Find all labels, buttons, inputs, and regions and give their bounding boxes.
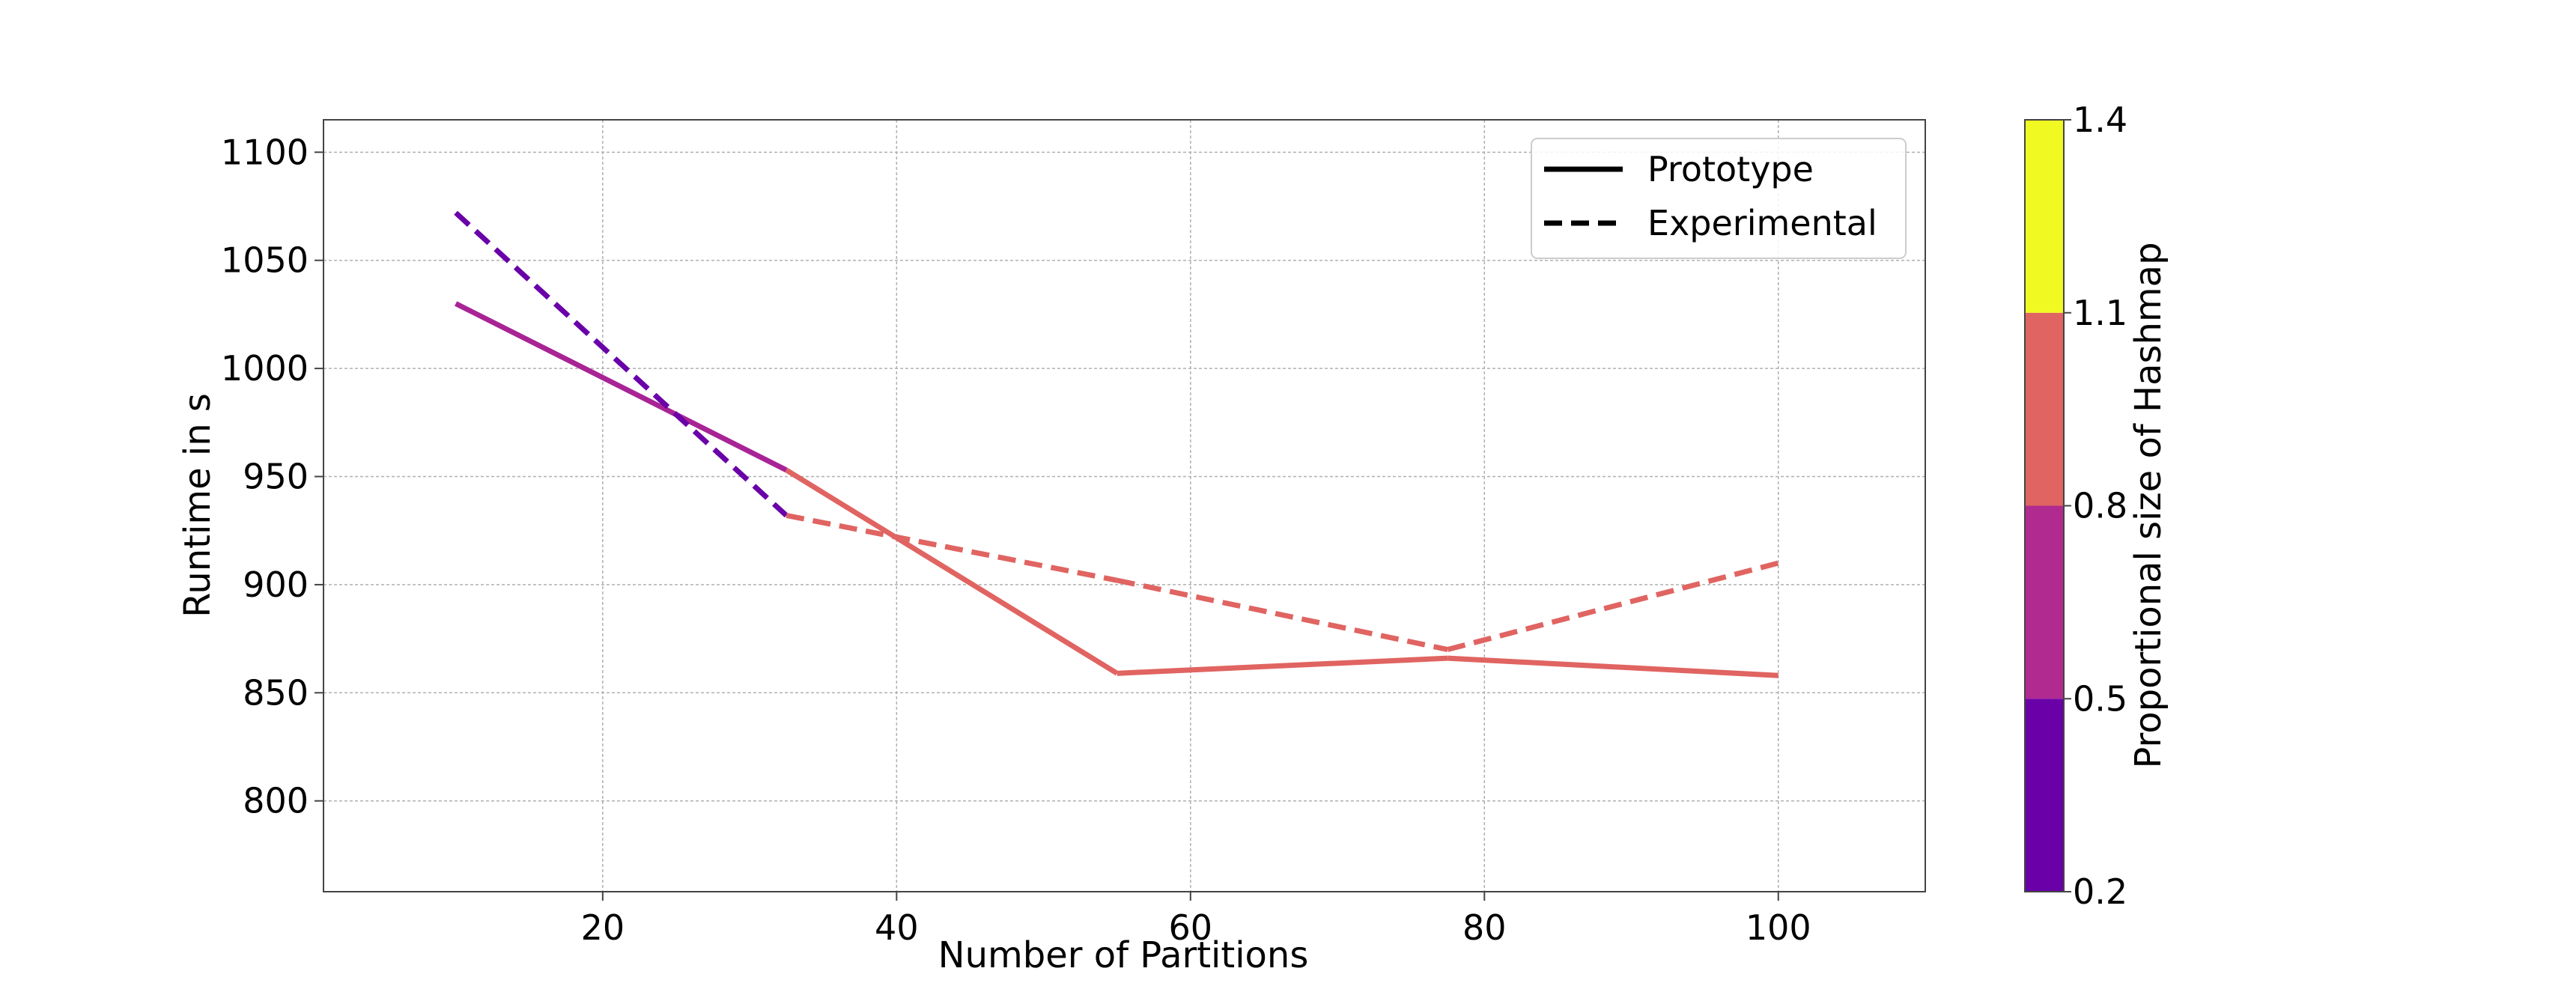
colorbar-tick-label: 0.2 [2073,871,2127,912]
series-layer [454,210,1779,678]
legend: Prototype Experimental [1531,138,1907,259]
colorbar-tick-label: 1.1 [2073,293,2127,333]
series-experimental [454,210,1779,652]
x-tick-label: 100 [1746,907,1811,948]
y-tick-label: 1100 [221,132,309,172]
colorbar-band [2025,120,2064,313]
plot-frame [323,119,1926,892]
x-tick-label: 40 [875,907,919,948]
colorbar-bands [2025,120,2064,892]
colorbar-tick-label: 1.4 [2073,100,2127,140]
y-axis-label: Runtime in s [177,393,219,618]
series-prototype [455,301,1778,678]
prototype-line-segment [1448,655,1778,678]
ticks-layer: 20 40 60 80 100 800 850 900 950 1000 1050 1100 [221,132,1811,948]
x-tick-label: 80 [1462,907,1507,948]
x-tick-label: 60 [1169,907,1213,948]
y-tick-label: 800 [243,781,309,821]
prototype-line-segment [1117,655,1448,676]
colorbar: 0.2 0.5 0.8 1.1 1.4 Proportional size of Has… [2024,100,2169,912]
colorbar-band [2025,699,2064,892]
x-tick-label: 20 [581,907,625,948]
experimental-line-segment [1447,560,1779,652]
colorbar-label: Proportional size of Hashmap [2127,242,2169,768]
colorbar-ticks: 0.2 0.5 0.8 1.1 1.4 [2064,100,2127,912]
experimental-line-segment [1116,577,1448,652]
prototype-line-segment [455,301,788,472]
colorbar-band [2025,312,2064,506]
colorbar-tick-label: 0.8 [2073,486,2127,526]
y-tick-label: 1000 [221,348,309,389]
colorbar-band [2025,505,2064,699]
experimental-line-segment [786,513,1118,583]
legend-prototype-label: Prototype [1647,149,1814,189]
prototype-line-segment [785,467,1119,676]
y-tick-label: 950 [243,457,309,497]
y-tick-label: 1050 [221,240,309,281]
legend-box [1531,138,1907,259]
y-tick-label: 900 [243,565,309,605]
colorbar-tick-label: 0.5 [2073,678,2127,719]
experimental-line-segment [454,210,789,518]
legend-experimental-label: Experimental [1647,203,1877,243]
x-axis-label: Number of Partitions [938,934,1309,976]
y-tick-label: 850 [243,672,309,713]
